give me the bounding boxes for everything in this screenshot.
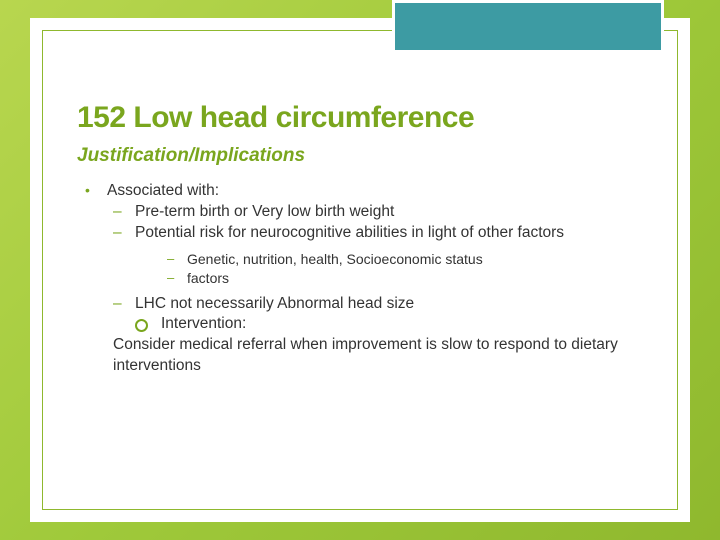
body-text: Consider medical referral when improveme… <box>113 335 643 377</box>
bullet-lvl1: Associated with: <box>85 181 643 202</box>
slide-outer-frame: 152 Low head circumference Justification… <box>30 18 690 522</box>
slide-inner-frame: 152 Low head circumference Justification… <box>42 30 678 510</box>
slide-title: 152 Low head circumference <box>77 101 643 135</box>
slide-subtitle: Justification/Implications <box>77 145 643 167</box>
bullet-lvl2: Potential risk for neurocognitive abilit… <box>113 223 643 244</box>
accent-box <box>392 0 664 53</box>
bullet-lvl3: Genetic, nutrition, health, Socioeconomi… <box>167 250 643 269</box>
slide-content: Associated with: Pre-term birth or Very … <box>77 181 643 377</box>
bullet-intervention: Intervention: <box>135 314 643 335</box>
bullet-lvl2: LHC not necessarily Abnormal head size <box>113 294 643 315</box>
bullet-lvl2: Pre-term birth or Very low birth weight <box>113 202 643 223</box>
bullet-lvl3: factors <box>167 269 643 288</box>
